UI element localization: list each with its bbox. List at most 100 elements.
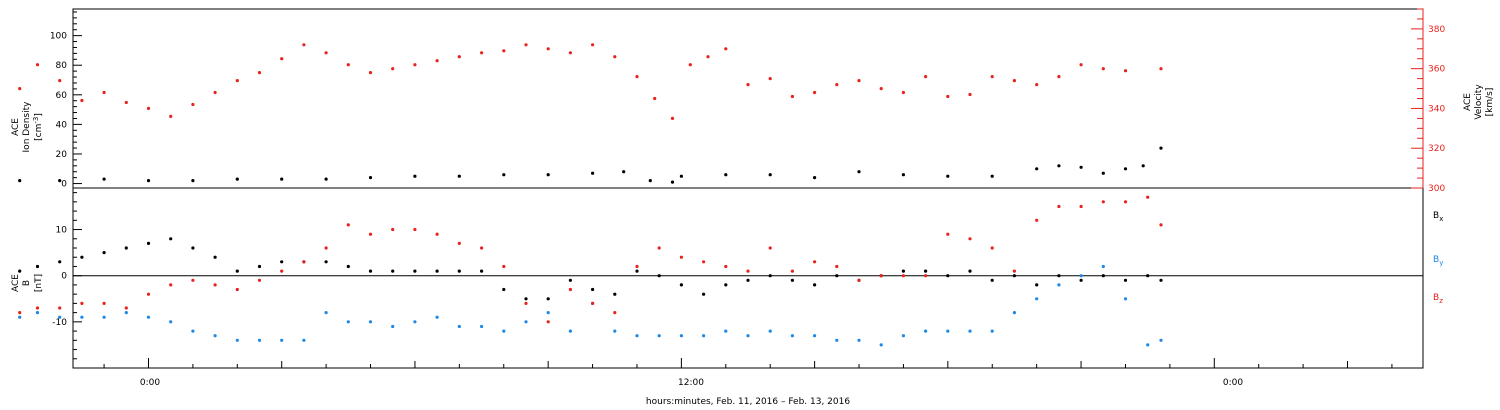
data-points-layer <box>18 43 1163 347</box>
data-point <box>857 170 861 174</box>
data-point <box>102 301 106 305</box>
y-tick-label: 40 <box>56 120 68 130</box>
plasma-left-axis-unit: [cm-3] <box>32 113 44 141</box>
data-point <box>1012 79 1017 83</box>
data-point <box>901 269 906 273</box>
data-point <box>102 315 106 319</box>
data-point <box>368 176 373 180</box>
axes-layer: 0 20 40 60 80 100 -10 0 10 300 320 340 360 380 <box>50 8 1445 369</box>
data-point <box>1012 274 1017 278</box>
data-point <box>1057 274 1061 278</box>
data-point <box>990 278 994 282</box>
data-point <box>990 246 994 250</box>
data-point <box>568 287 573 292</box>
data-point <box>924 75 928 79</box>
data-point <box>480 324 484 329</box>
data-point <box>1012 269 1017 273</box>
data-point <box>768 329 772 333</box>
data-point <box>1123 297 1128 301</box>
data-point <box>213 255 217 259</box>
data-point <box>502 264 506 269</box>
data-point <box>1079 278 1083 282</box>
data-point <box>613 311 617 315</box>
y-tick-label: 80 <box>56 61 68 71</box>
data-point <box>124 311 128 315</box>
data-point <box>679 283 684 287</box>
data-point <box>835 83 839 87</box>
data-point <box>35 306 40 310</box>
data-point <box>613 329 617 333</box>
data-point <box>924 274 928 278</box>
data-point <box>413 174 417 178</box>
data-point <box>813 176 817 180</box>
data-point <box>657 274 661 278</box>
plasma-left-axis-label-line2: Ion Density <box>22 101 32 153</box>
data-point <box>502 173 506 177</box>
data-point <box>746 269 750 273</box>
data-point <box>591 43 595 47</box>
data-point <box>191 179 195 183</box>
data-point <box>790 334 795 338</box>
data-point <box>1035 83 1039 87</box>
y-tick-label: -10 <box>52 318 67 328</box>
data-point <box>546 320 550 324</box>
data-point <box>457 324 461 329</box>
plasma-right-axis-label-line1: ACE <box>1463 93 1473 111</box>
data-point <box>235 79 239 83</box>
data-point <box>857 278 861 282</box>
data-point <box>480 269 484 273</box>
data-point <box>879 274 883 278</box>
data-point <box>480 246 484 250</box>
data-point <box>169 114 173 118</box>
plasma-panel-frame <box>72 8 1424 189</box>
data-point <box>1079 204 1083 209</box>
data-point <box>524 43 528 47</box>
data-point <box>324 177 328 181</box>
data-point <box>679 174 684 178</box>
magnetic-left-axis-label-line1: ACE <box>11 274 21 292</box>
data-point <box>635 334 639 338</box>
data-point <box>191 278 195 282</box>
data-point <box>102 90 106 95</box>
data-point <box>302 260 306 264</box>
data-point <box>368 269 373 273</box>
data-point <box>35 63 40 67</box>
data-point <box>924 329 928 333</box>
data-point <box>613 55 617 59</box>
data-point <box>702 292 706 296</box>
data-point <box>768 77 772 81</box>
data-point <box>257 278 262 282</box>
data-point <box>213 90 217 95</box>
data-point <box>768 274 772 278</box>
data-point <box>457 269 461 273</box>
data-point <box>1101 264 1105 269</box>
data-point <box>857 338 861 342</box>
data-point <box>724 329 728 333</box>
data-point <box>1146 343 1150 347</box>
data-point <box>257 71 262 75</box>
plasma-left-axis-label-line1: ACE <box>11 118 21 136</box>
data-point <box>746 278 750 282</box>
data-point <box>613 292 617 296</box>
data-point <box>924 269 928 273</box>
data-point <box>435 269 439 273</box>
data-point <box>724 173 728 177</box>
data-point <box>1057 164 1061 168</box>
data-point <box>568 329 573 333</box>
y-tick-label: 0 <box>61 272 67 282</box>
data-point <box>58 179 62 183</box>
data-point <box>813 334 817 338</box>
data-point <box>18 315 22 319</box>
data-point <box>124 306 128 310</box>
data-point <box>80 255 84 259</box>
data-point <box>1057 75 1061 79</box>
data-point <box>1101 200 1105 204</box>
data-point <box>706 55 710 59</box>
data-point <box>58 306 62 310</box>
data-point <box>1057 204 1061 209</box>
data-point <box>391 227 395 232</box>
data-point <box>280 177 284 181</box>
data-point <box>1146 195 1150 199</box>
data-point <box>346 320 350 324</box>
data-point <box>635 269 639 273</box>
